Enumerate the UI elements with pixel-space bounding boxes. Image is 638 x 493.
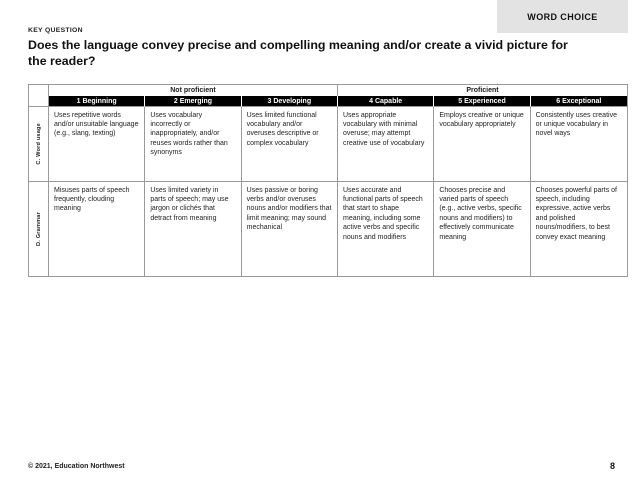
page-title: Does the language convey precise and com… — [28, 38, 568, 68]
cell-grammar-developing: Uses passive or boring verbs and/or over… — [241, 181, 338, 276]
cell-grammar-emerging: Uses limited variety in parts of speech;… — [145, 181, 242, 276]
group-header-not-proficient: Not proficient — [49, 85, 338, 96]
cell-grammar-experienced: Chooses precise and varied parts of spee… — [434, 181, 531, 276]
section-tag: WORD CHOICE — [497, 0, 628, 33]
cell-word-usage-exceptional: Consistently uses creative or unique voc… — [535, 111, 617, 138]
column-header-5-experienced: 5 Experienced — [434, 96, 531, 107]
row-label-word-usage: C. Word usage — [29, 107, 49, 181]
cell-grammar-exceptional: Chooses powerful parts of speech, includ… — [530, 181, 627, 276]
cell-word-usage-emerging: Uses vocabulary incorrectly or inappropr… — [145, 107, 242, 181]
cell-word-usage-developing: Uses limited functional vocabulary and/o… — [242, 107, 338, 181]
column-header-2-emerging: 2 Emerging — [145, 96, 242, 107]
column-header-4-capable: 4 Capable — [338, 96, 435, 107]
cell-word-usage-experienced: Employs creative or unique vocabulary ap… — [434, 107, 531, 181]
section-tag-label: WORD CHOICE — [527, 11, 598, 22]
footer-copyright: © 2021, Education Northwest — [28, 463, 125, 470]
cell-word-usage-capable: Uses appropriate vocabulary with minimal… — [338, 107, 435, 181]
column-header-1-beginning: 1 Beginning — [49, 96, 146, 107]
column-header-6-exceptional: 6 Exceptional — [530, 96, 627, 107]
row-label-spacer — [29, 85, 49, 107]
footer-page-number: 8 — [609, 461, 615, 471]
rubric-table: Not proficient Proficient 1 Beginning 2 … — [28, 84, 628, 277]
group-header-proficient: Proficient — [466, 86, 499, 94]
column-header-3-developing: 3 Developing — [241, 96, 338, 107]
row-label-grammar: D. Grammar — [29, 181, 49, 276]
cell-grammar-capable: Uses accurate and functional parts of sp… — [338, 181, 435, 276]
cell-word-usage-beginning: Uses repetitive words and/or unsuitable … — [49, 107, 146, 181]
cell-grammar-beginning: Misuses parts of speech frequently, clou… — [49, 181, 146, 276]
key-question-label: KEY QUESTION — [28, 27, 83, 34]
